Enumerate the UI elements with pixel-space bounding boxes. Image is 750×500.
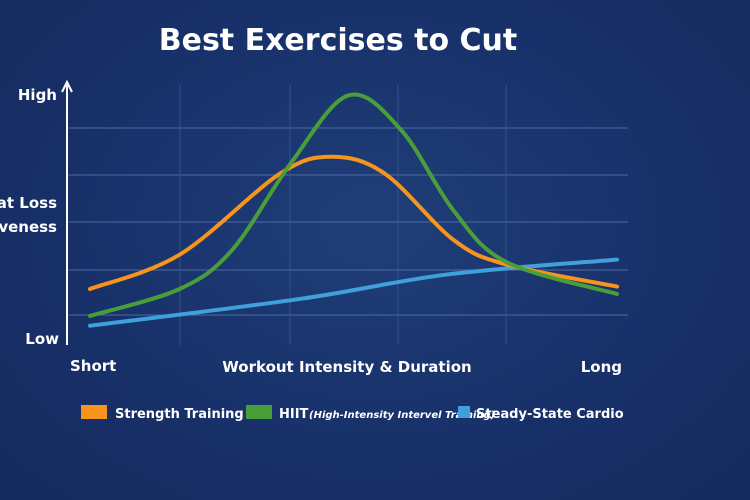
grid <box>67 85 628 345</box>
legend-label-hiit: HIIT <box>279 407 309 422</box>
legend-swatch-hiit <box>246 405 272 419</box>
y-tick-high: High <box>18 86 57 104</box>
x-tick-short: Short <box>70 357 116 375</box>
strength-training-line <box>88 154 619 291</box>
legend-label-cardio: Steady-State Cardio <box>476 407 624 422</box>
series-lines <box>88 92 619 328</box>
legend-swatch-strength <box>81 405 107 419</box>
legend: Strength Training HIIT (High-Intensity I… <box>81 405 624 422</box>
y-label-line2: tiveness <box>0 218 57 236</box>
legend-label-strength: Strength Training <box>115 407 244 422</box>
chart-title: Best Exercises to Cut <box>159 23 518 58</box>
x-tick-long: Long <box>581 358 622 376</box>
legend-label-hiit-note: (High-Intensity Intervel Training) <box>309 410 495 421</box>
x-axis-label: Workout Intensity & Duration <box>222 358 471 376</box>
legend-swatch-cardio <box>458 406 470 418</box>
hiit-line <box>88 92 619 318</box>
steady-state-cardio-line <box>88 257 619 328</box>
y-tick-low: Low <box>25 330 59 348</box>
y-label-line1: Fat Loss <box>0 194 57 212</box>
y-axis-arrow <box>61 79 73 93</box>
